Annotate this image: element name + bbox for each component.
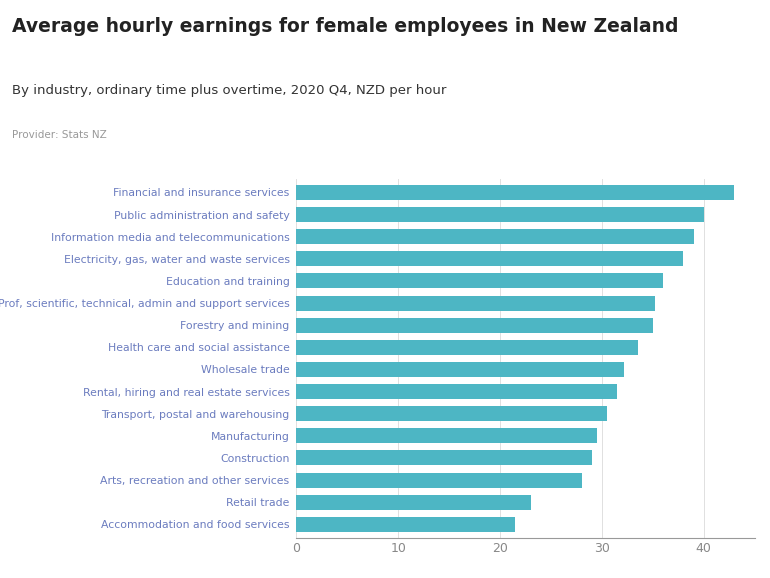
Bar <box>296 362 624 377</box>
Bar <box>296 472 581 488</box>
Bar <box>296 318 653 333</box>
Bar <box>296 428 597 443</box>
Bar <box>296 273 663 288</box>
Bar <box>296 251 683 266</box>
Bar <box>296 406 607 421</box>
Bar <box>296 450 591 465</box>
Bar <box>296 229 694 244</box>
Bar <box>296 495 531 510</box>
Text: By industry, ordinary time plus overtime, 2020 Q4, NZD per hour: By industry, ordinary time plus overtime… <box>12 84 446 97</box>
Bar <box>296 185 735 200</box>
Text: Average hourly earnings for female employees in New Zealand: Average hourly earnings for female emplo… <box>12 17 678 36</box>
Bar <box>296 295 654 310</box>
Text: figure.nz: figure.nz <box>653 26 730 40</box>
Bar <box>296 384 618 399</box>
Bar <box>296 340 638 355</box>
Bar <box>296 517 515 532</box>
Text: Provider: Stats NZ: Provider: Stats NZ <box>12 130 106 140</box>
Bar <box>296 207 704 222</box>
